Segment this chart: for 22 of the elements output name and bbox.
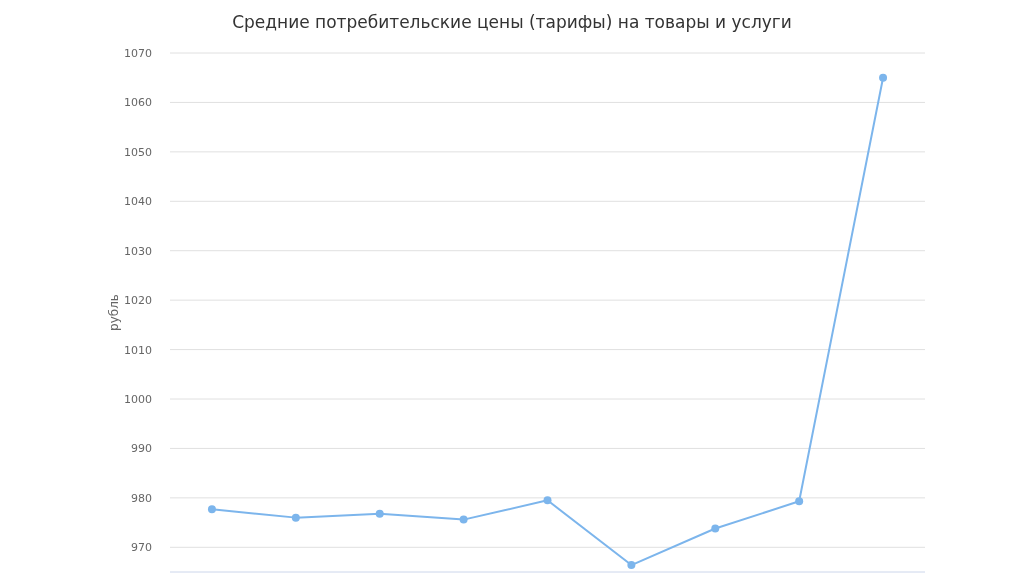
point	[459, 515, 468, 524]
chart-title: Средние потребительские цены (тарифы) на товары и услуги	[232, 12, 792, 32]
point	[543, 496, 552, 505]
y-tick-label: 1040	[124, 195, 152, 209]
point	[795, 497, 804, 506]
point	[207, 505, 216, 514]
y-tick-label: 1050	[124, 145, 152, 159]
y-axis-title: рубль	[107, 294, 121, 331]
y-tick-label: 1010	[124, 343, 152, 357]
point	[879, 73, 888, 82]
point	[711, 524, 720, 533]
y-tick-label: 1030	[124, 244, 152, 258]
y-tick-label: 980	[131, 491, 152, 505]
y-tick-label: 1060	[124, 96, 152, 110]
point	[627, 561, 636, 570]
y-tick-label: 1020	[124, 294, 152, 308]
point	[375, 509, 384, 518]
y-tick-label: 990	[131, 442, 152, 456]
y-tick-label: 1000	[124, 393, 152, 406]
point	[291, 513, 300, 522]
y-tick-label: 1070	[124, 47, 152, 60]
y-tick-label: 970	[131, 541, 152, 555]
